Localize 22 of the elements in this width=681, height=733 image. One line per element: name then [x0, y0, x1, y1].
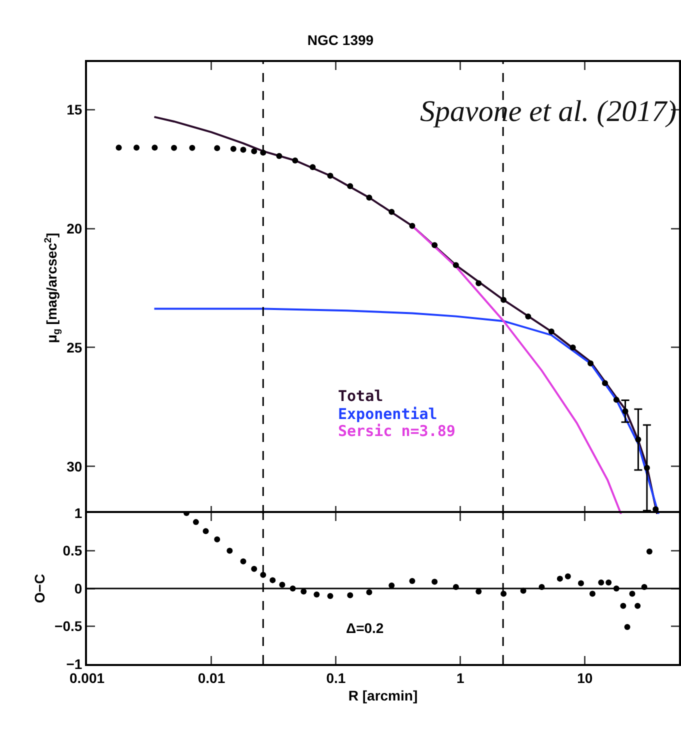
x-tick-label: 0.001 — [69, 670, 105, 686]
text: Exponential — [338, 405, 438, 423]
text: Total — [338, 387, 384, 405]
y-tick-label: 0.5 — [62, 542, 82, 559]
y-tick-label: 30 — [66, 458, 82, 474]
y-tick-label: 1 — [74, 504, 82, 521]
x-tick-label: 0.1 — [326, 670, 346, 686]
y-tick-label: −0.5 — [54, 618, 82, 634]
y-tick-label: 25 — [66, 339, 82, 356]
text: Sersic n=3.89 — [338, 422, 456, 440]
y-axis-title: O−C — [32, 574, 48, 604]
y-tick-label: 15 — [66, 101, 82, 118]
x-tick-label: 10 — [577, 670, 593, 686]
x-tick-label: 0.01 — [198, 670, 226, 686]
y-tick-label: 20 — [66, 220, 82, 236]
y-tick-label: 0 — [74, 580, 82, 596]
x-axis-title: R [arcmin] — [348, 688, 418, 704]
annotation: Spavone et al. (2017) — [420, 95, 677, 128]
x-tick-label: 1 — [456, 670, 465, 686]
y-tick-label: −1 — [66, 656, 82, 672]
annotation: Δ=0.2 — [346, 620, 384, 636]
chart-title: NGC 1399 — [307, 32, 374, 48]
